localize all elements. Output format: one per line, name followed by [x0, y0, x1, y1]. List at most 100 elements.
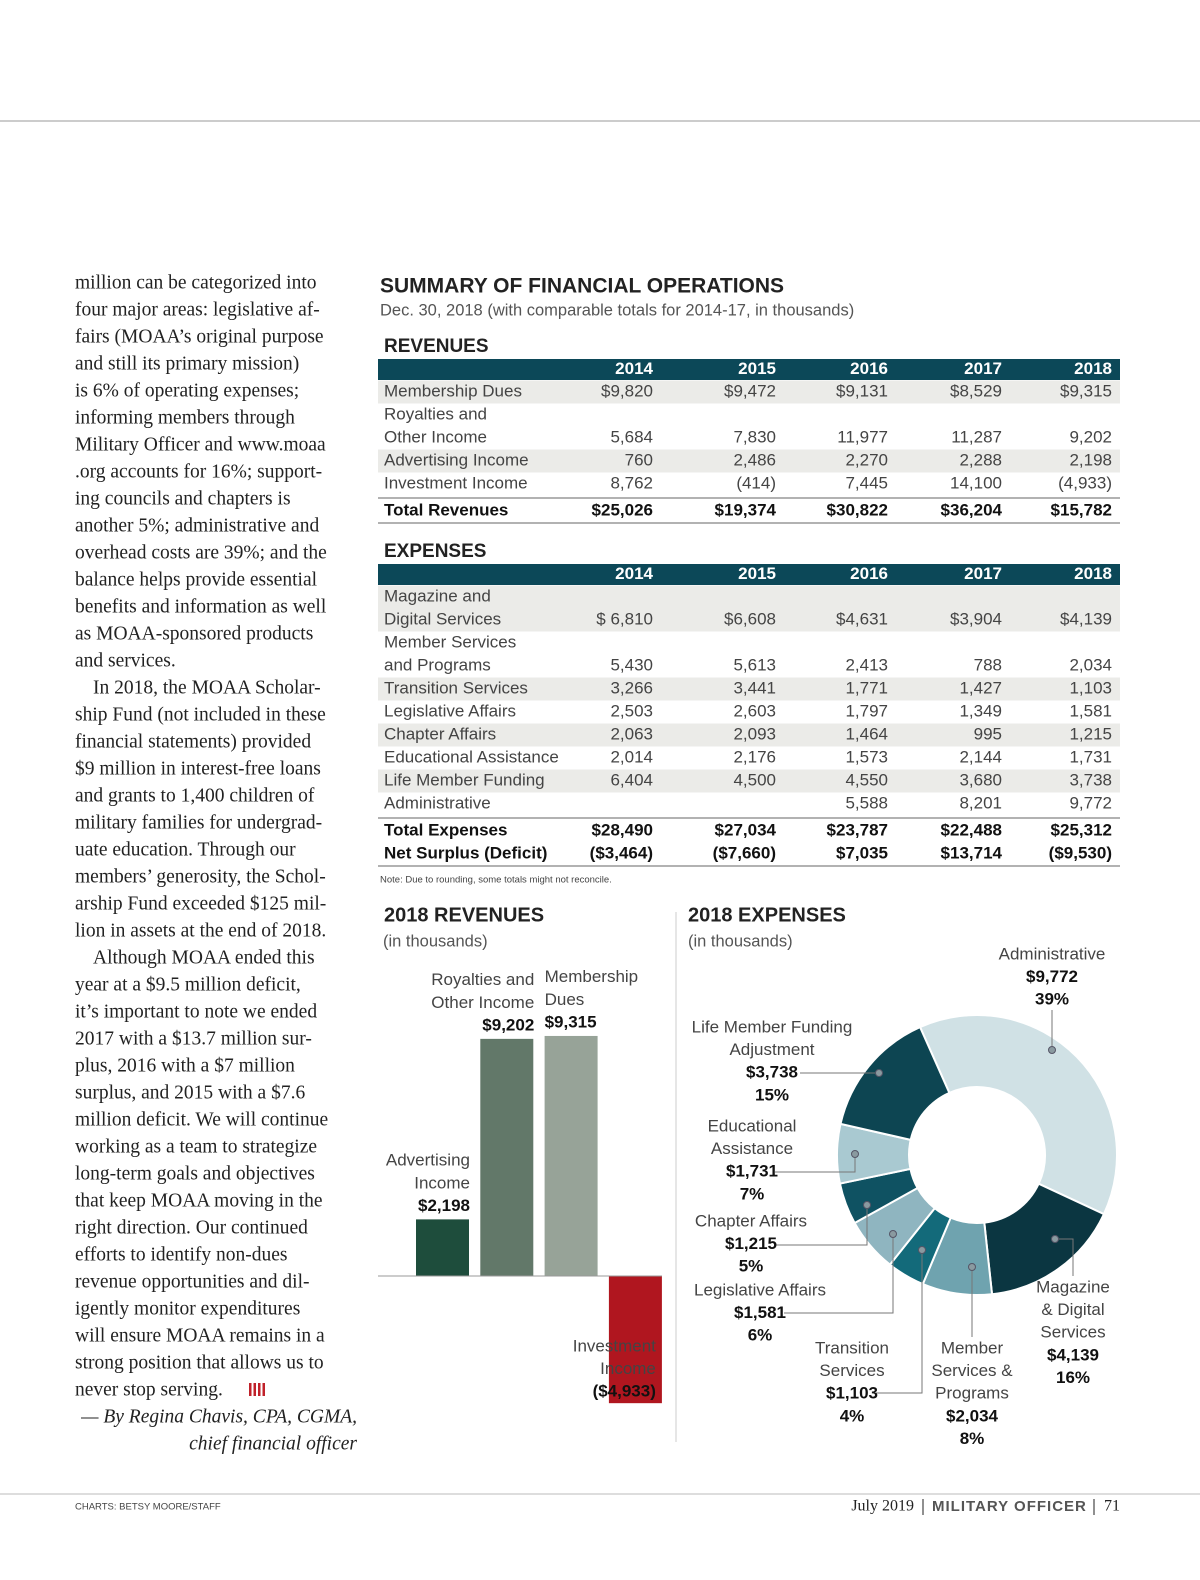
cell: 1,464 — [845, 724, 888, 743]
cell: 14,100 — [950, 473, 1002, 492]
cell: 4,550 — [845, 770, 888, 789]
article-line: working as a team to strategize — [75, 1136, 317, 1157]
cell: 2,014 — [610, 747, 653, 766]
cell: 2,603 — [733, 701, 776, 720]
table-heading: REVENUES — [384, 336, 489, 357]
article-line: is 6% of operating expenses; — [75, 380, 299, 401]
cell: 5,588 — [845, 793, 888, 812]
article-line: members’ generosity, the Schol- — [75, 866, 326, 887]
cell: 2,034 — [1069, 655, 1112, 674]
summary-title: SUMMARY OF FINANCIAL OPERATIONS — [380, 275, 784, 298]
row-label: Other Income — [384, 427, 487, 446]
column-header: 2018 — [1074, 359, 1112, 378]
table-header-bar — [378, 359, 1120, 380]
cell: 11,977 — [837, 427, 888, 446]
column-header: 2015 — [738, 564, 776, 583]
slice-percent-label: 6% — [748, 1326, 773, 1345]
row-label: Total Expenses — [384, 820, 507, 839]
bar — [480, 1038, 534, 1277]
column-header: 2014 — [615, 359, 653, 378]
row-label: Educational Assistance — [384, 747, 559, 766]
column-header: 2014 — [615, 564, 653, 583]
slice-label: Magazine — [1036, 1277, 1110, 1296]
article-line: fairs (MOAA’s original purpose — [75, 326, 324, 347]
donut-slice — [839, 1025, 951, 1142]
article-line: informing members through — [75, 407, 295, 428]
article-line: right direction. Our continued — [75, 1217, 308, 1238]
slice-label: & Digital — [1041, 1300, 1104, 1319]
cell: 5,613 — [733, 655, 776, 674]
leader-dot — [968, 1263, 976, 1271]
cell: $9,315 — [1060, 381, 1112, 400]
bar-value-label: $2,198 — [418, 1196, 470, 1215]
cell: 11,287 — [951, 427, 1002, 446]
row-shade — [378, 723, 1120, 747]
footer-magazine: MILITARY OFFICER — [932, 1498, 1087, 1515]
row-label: Legislative Affairs — [384, 701, 516, 720]
leader-line — [775, 1154, 856, 1173]
article-line: million can be categorized into — [75, 272, 317, 293]
article-line: 2017 with a $13.7 million sur- — [75, 1028, 312, 1049]
cell: $22,488 — [941, 820, 1002, 839]
article-line: Although MOAA ended this — [93, 947, 315, 968]
article-line: In 2018, the MOAA Scholar- — [93, 677, 321, 698]
cell: $15,782 — [1051, 500, 1112, 519]
cell: 995 — [974, 724, 1002, 743]
cell: 760 — [625, 450, 653, 469]
leader-dot — [1048, 1046, 1056, 1054]
leader-line — [876, 1250, 923, 1394]
slice-value-label: $1,581 — [734, 1303, 786, 1322]
footer-credit: CHARTS: BETSY MOORE/STAFF — [75, 1502, 221, 1513]
article-line: arship Fund exceeded $125 mil- — [75, 893, 326, 914]
row-shade — [378, 769, 1120, 793]
chart-title: 2018 REVENUES — [384, 904, 544, 926]
slice-label: Transition — [815, 1338, 889, 1357]
row-label: Total Revenues — [384, 500, 508, 519]
article-line: never stop serving. — [75, 1379, 223, 1400]
bar-category: Advertising — [386, 1151, 470, 1170]
row-label: Royalties and — [384, 404, 487, 423]
cell: 8,762 — [610, 473, 653, 492]
article-line: $9 million in interest-free loans — [75, 758, 321, 779]
cell: $36,204 — [941, 500, 1003, 519]
cell: $28,490 — [592, 820, 653, 839]
article-line: ship Fund (not included in these — [75, 704, 326, 725]
cell: 2,144 — [959, 747, 1002, 766]
article-line: strong position that allows us to — [75, 1352, 324, 1373]
slice-label: Services — [819, 1361, 884, 1380]
slice-label: Life Member Funding — [692, 1017, 853, 1036]
cell: 3,266 — [610, 678, 653, 697]
cell: 2,063 — [610, 724, 653, 743]
slice-label: Administrative — [999, 944, 1106, 963]
slice-value-label: $2,034 — [946, 1406, 999, 1425]
article-line: million deficit. We will continue — [75, 1109, 328, 1130]
article-line: plus, 2016 with a $7 million — [75, 1055, 295, 1076]
slice-value-label: $1,215 — [725, 1234, 777, 1253]
cell: 1,731 — [1069, 747, 1112, 766]
bar-category: Income — [600, 1359, 656, 1378]
cell: 1,103 — [1069, 678, 1112, 697]
cell: $19,374 — [715, 500, 777, 519]
bar — [544, 1035, 598, 1277]
cell: 2,288 — [959, 450, 1002, 469]
column-header: 2016 — [850, 359, 888, 378]
article-line: will ensure MOAA remains in a — [75, 1325, 325, 1346]
cell: $9,131 — [836, 381, 888, 400]
row-label: Life Member Funding — [384, 770, 545, 789]
cell: 1,771 — [845, 678, 888, 697]
cell: $ 6,810 — [596, 609, 653, 628]
cell: 2,486 — [733, 450, 776, 469]
article-line: year at a $9.5 million deficit, — [75, 974, 301, 995]
table-heading: EXPENSES — [384, 541, 486, 562]
cell: $27,034 — [715, 820, 777, 839]
article-line: another 5%; administrative and — [75, 515, 319, 536]
leader-dot — [875, 1069, 883, 1077]
row-shade — [378, 449, 1120, 473]
slice-label: Adjustment — [729, 1040, 814, 1059]
row-label: Digital Services — [384, 609, 501, 628]
cell: $7,035 — [836, 843, 888, 862]
row-label: Chapter Affairs — [384, 724, 496, 743]
donut-slice — [918, 1013, 1118, 1216]
cell: 2,176 — [733, 747, 776, 766]
